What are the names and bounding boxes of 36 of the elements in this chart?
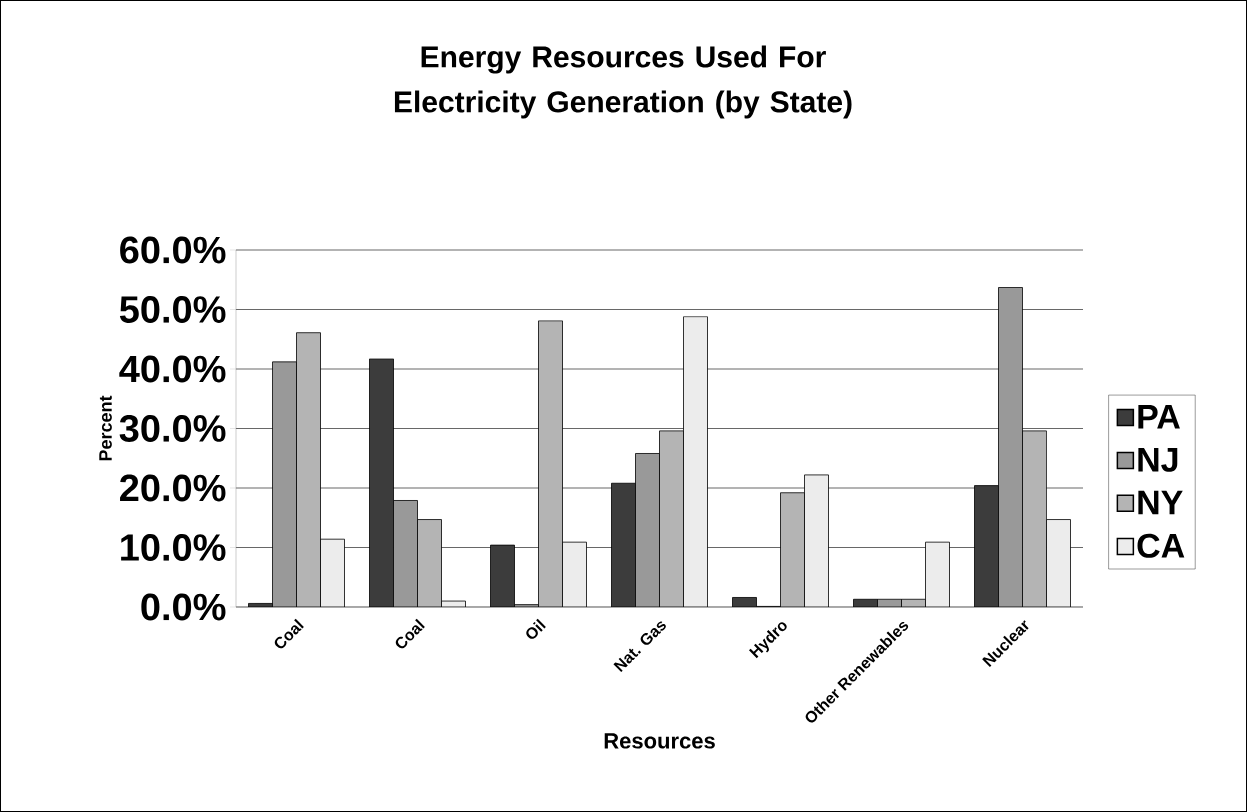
bar bbox=[804, 474, 829, 607]
bar bbox=[1046, 519, 1071, 607]
bar bbox=[780, 492, 805, 607]
y-tick-label: 30.0% bbox=[119, 415, 226, 442]
bar bbox=[490, 544, 515, 607]
bar bbox=[272, 361, 297, 607]
x-tick-label: Nat. Gas bbox=[613, 621, 666, 673]
bar bbox=[393, 500, 418, 607]
x-axis-title: Resources bbox=[604, 733, 715, 749]
bar bbox=[925, 541, 950, 607]
y-axis-title: Percent bbox=[99, 395, 112, 461]
bar bbox=[320, 538, 345, 607]
bar bbox=[974, 485, 999, 607]
x-tick-label: Oil bbox=[526, 618, 546, 639]
bar bbox=[611, 482, 636, 607]
bar bbox=[659, 430, 684, 607]
bar bbox=[296, 332, 321, 607]
bar bbox=[417, 519, 442, 607]
y-tick-label: 0.0% bbox=[141, 593, 226, 621]
bar bbox=[1022, 430, 1047, 607]
legend-label: NJ bbox=[1138, 447, 1178, 472]
y-tick-label: 50.0% bbox=[119, 296, 226, 323]
bar bbox=[683, 316, 708, 607]
bar bbox=[538, 320, 563, 607]
y-tick-label: 20.0% bbox=[120, 474, 226, 502]
chart-title: Energy Resources Used For Electricity Generation (by State) bbox=[394, 45, 852, 119]
y-tick-label: 10.0% bbox=[121, 534, 226, 561]
y-tick-label: 40.0% bbox=[119, 355, 226, 383]
legend-label: CA bbox=[1137, 533, 1185, 558]
bar bbox=[562, 541, 587, 607]
bar bbox=[635, 453, 660, 607]
bar bbox=[998, 287, 1023, 607]
legend-label: PA bbox=[1138, 405, 1180, 429]
y-tick-label: 60.0% bbox=[120, 236, 226, 264]
bar bbox=[369, 358, 394, 607]
legend-label: NY bbox=[1138, 490, 1183, 515]
